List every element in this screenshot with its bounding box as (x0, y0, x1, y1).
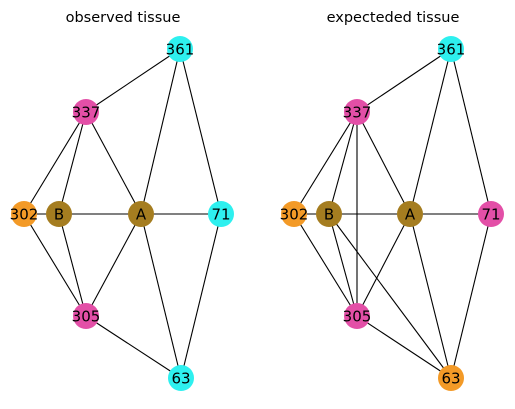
observed-edge-A-63 (140, 213, 182, 379)
expected-node-361: 361 (437, 36, 466, 62)
expected-edge-337-A (356, 111, 411, 215)
expected-node-circle-A (397, 201, 423, 227)
expected-node-63: 63 (438, 365, 464, 391)
observed-node-circle-337 (73, 99, 99, 125)
expected-edge-71-63 (450, 213, 492, 379)
observed-node-circle-A (128, 201, 154, 227)
observed-edge-361-A (140, 48, 181, 215)
observed-node-label-361: 361 (166, 41, 195, 59)
observed-node-B: B (46, 201, 72, 227)
expected-edge-305-63 (356, 315, 452, 379)
observed-node-label-71: 71 (211, 206, 230, 224)
observed-edge-337-A (85, 111, 142, 215)
observed-node-circle-B (46, 201, 72, 227)
expected-tissue-panel: expecteded tissue 361 337 302 B A 71 305 63 (280, 10, 504, 391)
observed-edge-337-B (58, 111, 87, 215)
observed-node-label-63: 63 (171, 370, 190, 388)
observed-node-label-A: A (136, 206, 147, 224)
expected-edge-B-63 (328, 213, 452, 379)
expected-edge-337-B (328, 111, 358, 215)
expected-tissue-title: expecteded tissue (327, 10, 460, 26)
observed-node-302: 302 (10, 201, 39, 227)
expected-nodes: 361 337 302 B A 71 305 63 (280, 36, 504, 391)
expected-edge-A-305 (356, 213, 411, 317)
observed-node-circle-305 (73, 303, 99, 329)
expected-node-circle-302 (281, 201, 307, 227)
expected-node-circle-305 (344, 303, 370, 329)
observed-edges (23, 48, 222, 379)
observed-nodes: 361 337 302 B A 71 305 63 (10, 36, 234, 391)
expected-node-circle-361 (438, 36, 464, 62)
expected-node-label-361: 361 (437, 41, 466, 59)
expected-node-B: B (316, 201, 342, 227)
observed-node-A: A (128, 201, 154, 227)
observed-node-label-B: B (54, 206, 64, 224)
observed-edge-361-71 (179, 48, 222, 215)
observed-edge-302-305 (23, 213, 87, 317)
expected-node-label-71: 71 (481, 206, 500, 224)
expected-node-A: A (397, 201, 423, 227)
expected-node-337: 337 (343, 99, 372, 125)
observed-node-circle-302 (11, 201, 37, 227)
expected-node-305: 305 (343, 303, 372, 329)
observed-node-63: 63 (168, 365, 194, 391)
expected-node-302: 302 (280, 201, 309, 227)
observed-node-71: 71 (208, 201, 234, 227)
observed-node-label-305: 305 (72, 308, 101, 326)
expected-edge-B-305 (328, 213, 358, 317)
observed-edge-337-302 (23, 111, 87, 215)
expected-node-circle-B (316, 201, 342, 227)
expected-edge-A-63 (409, 213, 452, 379)
observed-node-circle-63 (168, 365, 194, 391)
observed-node-label-302: 302 (10, 206, 39, 224)
expected-node-circle-337 (344, 99, 370, 125)
observed-edge-71-63 (180, 213, 222, 379)
observed-edge-305-63 (85, 315, 182, 379)
observed-edge-361-337 (85, 48, 181, 113)
expected-edge-361-71 (450, 48, 492, 215)
observed-edge-A-305 (85, 213, 142, 317)
expected-node-label-305: 305 (343, 308, 372, 326)
observed-node-337: 337 (72, 99, 101, 125)
expected-node-label-302: 302 (280, 206, 309, 224)
expected-node-71: 71 (478, 201, 504, 227)
expected-edge-361-337 (356, 48, 452, 113)
observed-tissue-panel: observed tissue 361 337 302 B A 71 305 63 (10, 10, 234, 391)
observed-node-circle-361 (167, 36, 193, 62)
expected-node-label-B: B (324, 206, 334, 224)
observed-node-305: 305 (72, 303, 101, 329)
observed-tissue-title: observed tissue (66, 10, 181, 26)
observed-node-circle-71 (208, 201, 234, 227)
expected-edge-302-305 (293, 213, 358, 317)
expected-node-circle-63 (438, 365, 464, 391)
observed-node-label-337: 337 (72, 104, 101, 122)
expected-edge-361-A (409, 48, 452, 215)
expected-node-label-63: 63 (441, 370, 460, 388)
observed-edge-B-305 (58, 213, 87, 317)
expected-node-circle-71 (478, 201, 504, 227)
expected-node-label-A: A (405, 206, 416, 224)
expected-node-label-337: 337 (343, 104, 372, 122)
expected-edge-337-302 (293, 111, 358, 215)
observed-node-361: 361 (166, 36, 195, 62)
